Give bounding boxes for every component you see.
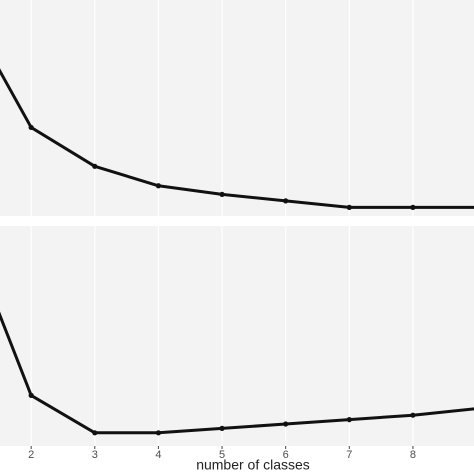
data-point (219, 425, 225, 431)
panel-background (0, 226, 474, 446)
x-tick-label: 2 (28, 449, 34, 461)
data-point (219, 191, 225, 197)
data-point (92, 163, 98, 169)
data-point (155, 430, 162, 436)
x-axis-label: number of classes (196, 457, 310, 473)
data-point (92, 430, 98, 436)
data-point (346, 417, 352, 423)
x-tick-label: 5 (219, 449, 225, 461)
data-point (283, 421, 289, 427)
data-point (346, 204, 352, 210)
data-point (28, 392, 34, 398)
data-point (28, 124, 34, 131)
x-tick-label: 8 (410, 449, 416, 461)
x-tick-label: 4 (155, 449, 161, 461)
x-tick-label: 6 (283, 449, 289, 461)
data-point (410, 412, 416, 418)
panel-background (0, 0, 474, 216)
data-point (283, 198, 289, 204)
data-point (410, 204, 416, 210)
x-tick-label: 7 (346, 449, 352, 461)
x-tick-label: 3 (92, 449, 98, 461)
data-point (155, 183, 162, 189)
